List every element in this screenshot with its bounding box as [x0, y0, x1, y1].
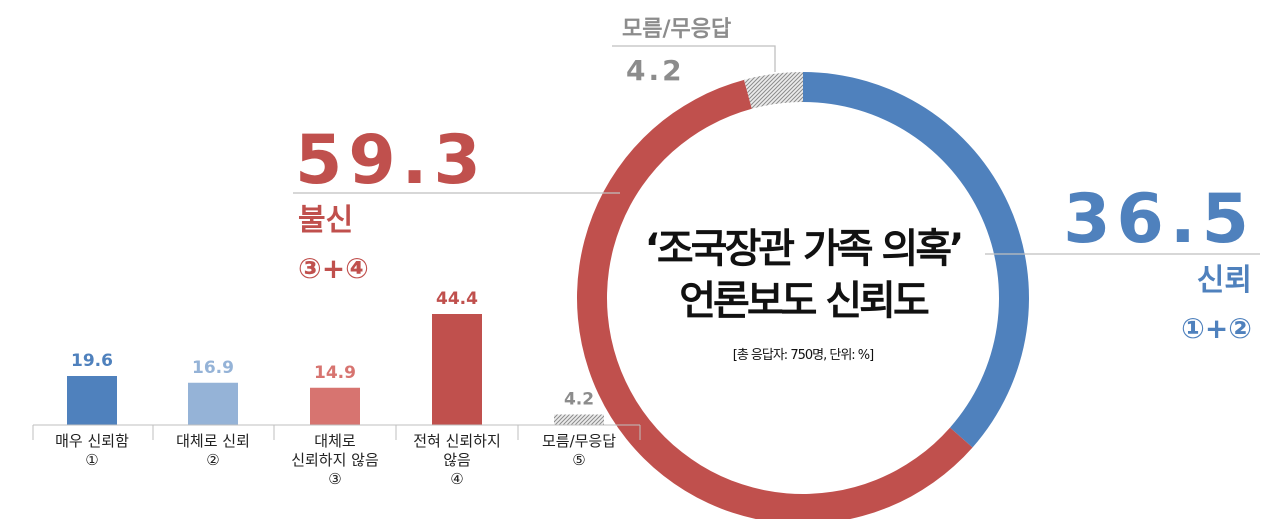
bar-category-label: ⑤ — [572, 451, 585, 469]
bar-category-label: 대체로 — [314, 432, 356, 450]
donut-slice-distrust — [577, 79, 973, 519]
trust-sub-label: ①+② — [1181, 312, 1252, 345]
bar-category-label: 않음 — [443, 451, 471, 469]
bar-chart: 19.6 16.9 14.9 44.4 4.2 — [67, 289, 604, 425]
distrust-sub-label: ③+④ — [298, 252, 369, 285]
bar — [554, 414, 604, 425]
bar — [188, 382, 238, 425]
trust-label: 신뢰 — [1197, 263, 1252, 298]
donut-chart — [577, 72, 1029, 519]
bar-category-label: ④ — [450, 470, 463, 488]
bar-category-label: 전혀 신뢰하지 — [413, 432, 501, 450]
bar-category-label: 신뢰하지 않음 — [291, 451, 379, 469]
bar — [310, 387, 360, 425]
bar-axis-separators — [32, 425, 641, 440]
bar-value-label: 4.2 — [564, 390, 594, 410]
center-note: [총 응답자: 750명, 단위: %] — [733, 348, 873, 363]
center-subtitle: 언론보도 신뢰도 — [679, 278, 929, 324]
bar-category-label: ③ — [328, 470, 341, 488]
bar-category-label: ② — [206, 451, 219, 469]
donut-slice-unknown — [744, 72, 803, 109]
bar-category-label: 대체로 신뢰 — [176, 432, 250, 450]
bar-value-label: 19.6 — [71, 351, 113, 371]
bar-value-label: 16.9 — [192, 358, 234, 378]
bar — [432, 314, 482, 425]
bar-category-label: 모름/무응답 — [542, 432, 616, 450]
unknown-label: 모름/무응답 — [622, 17, 731, 42]
center-title: ‘조국장관 가족 의혹’ — [645, 226, 962, 272]
distrust-label: 불신 — [298, 203, 353, 238]
bar-category-label: ① — [85, 451, 98, 469]
unknown-value: 4.2 — [626, 54, 685, 87]
trust-total-value: 36.5 — [1063, 180, 1255, 259]
bar-value-label: 44.4 — [436, 289, 478, 309]
unknown-leader-line — [612, 45, 776, 72]
donut-slice-trust — [803, 72, 1029, 448]
bar-value-label: 14.9 — [314, 363, 356, 383]
distrust-total-value: 59.3 — [295, 121, 487, 200]
bar-category-label: 매우 신뢰함 — [55, 432, 129, 450]
bar — [67, 376, 117, 425]
